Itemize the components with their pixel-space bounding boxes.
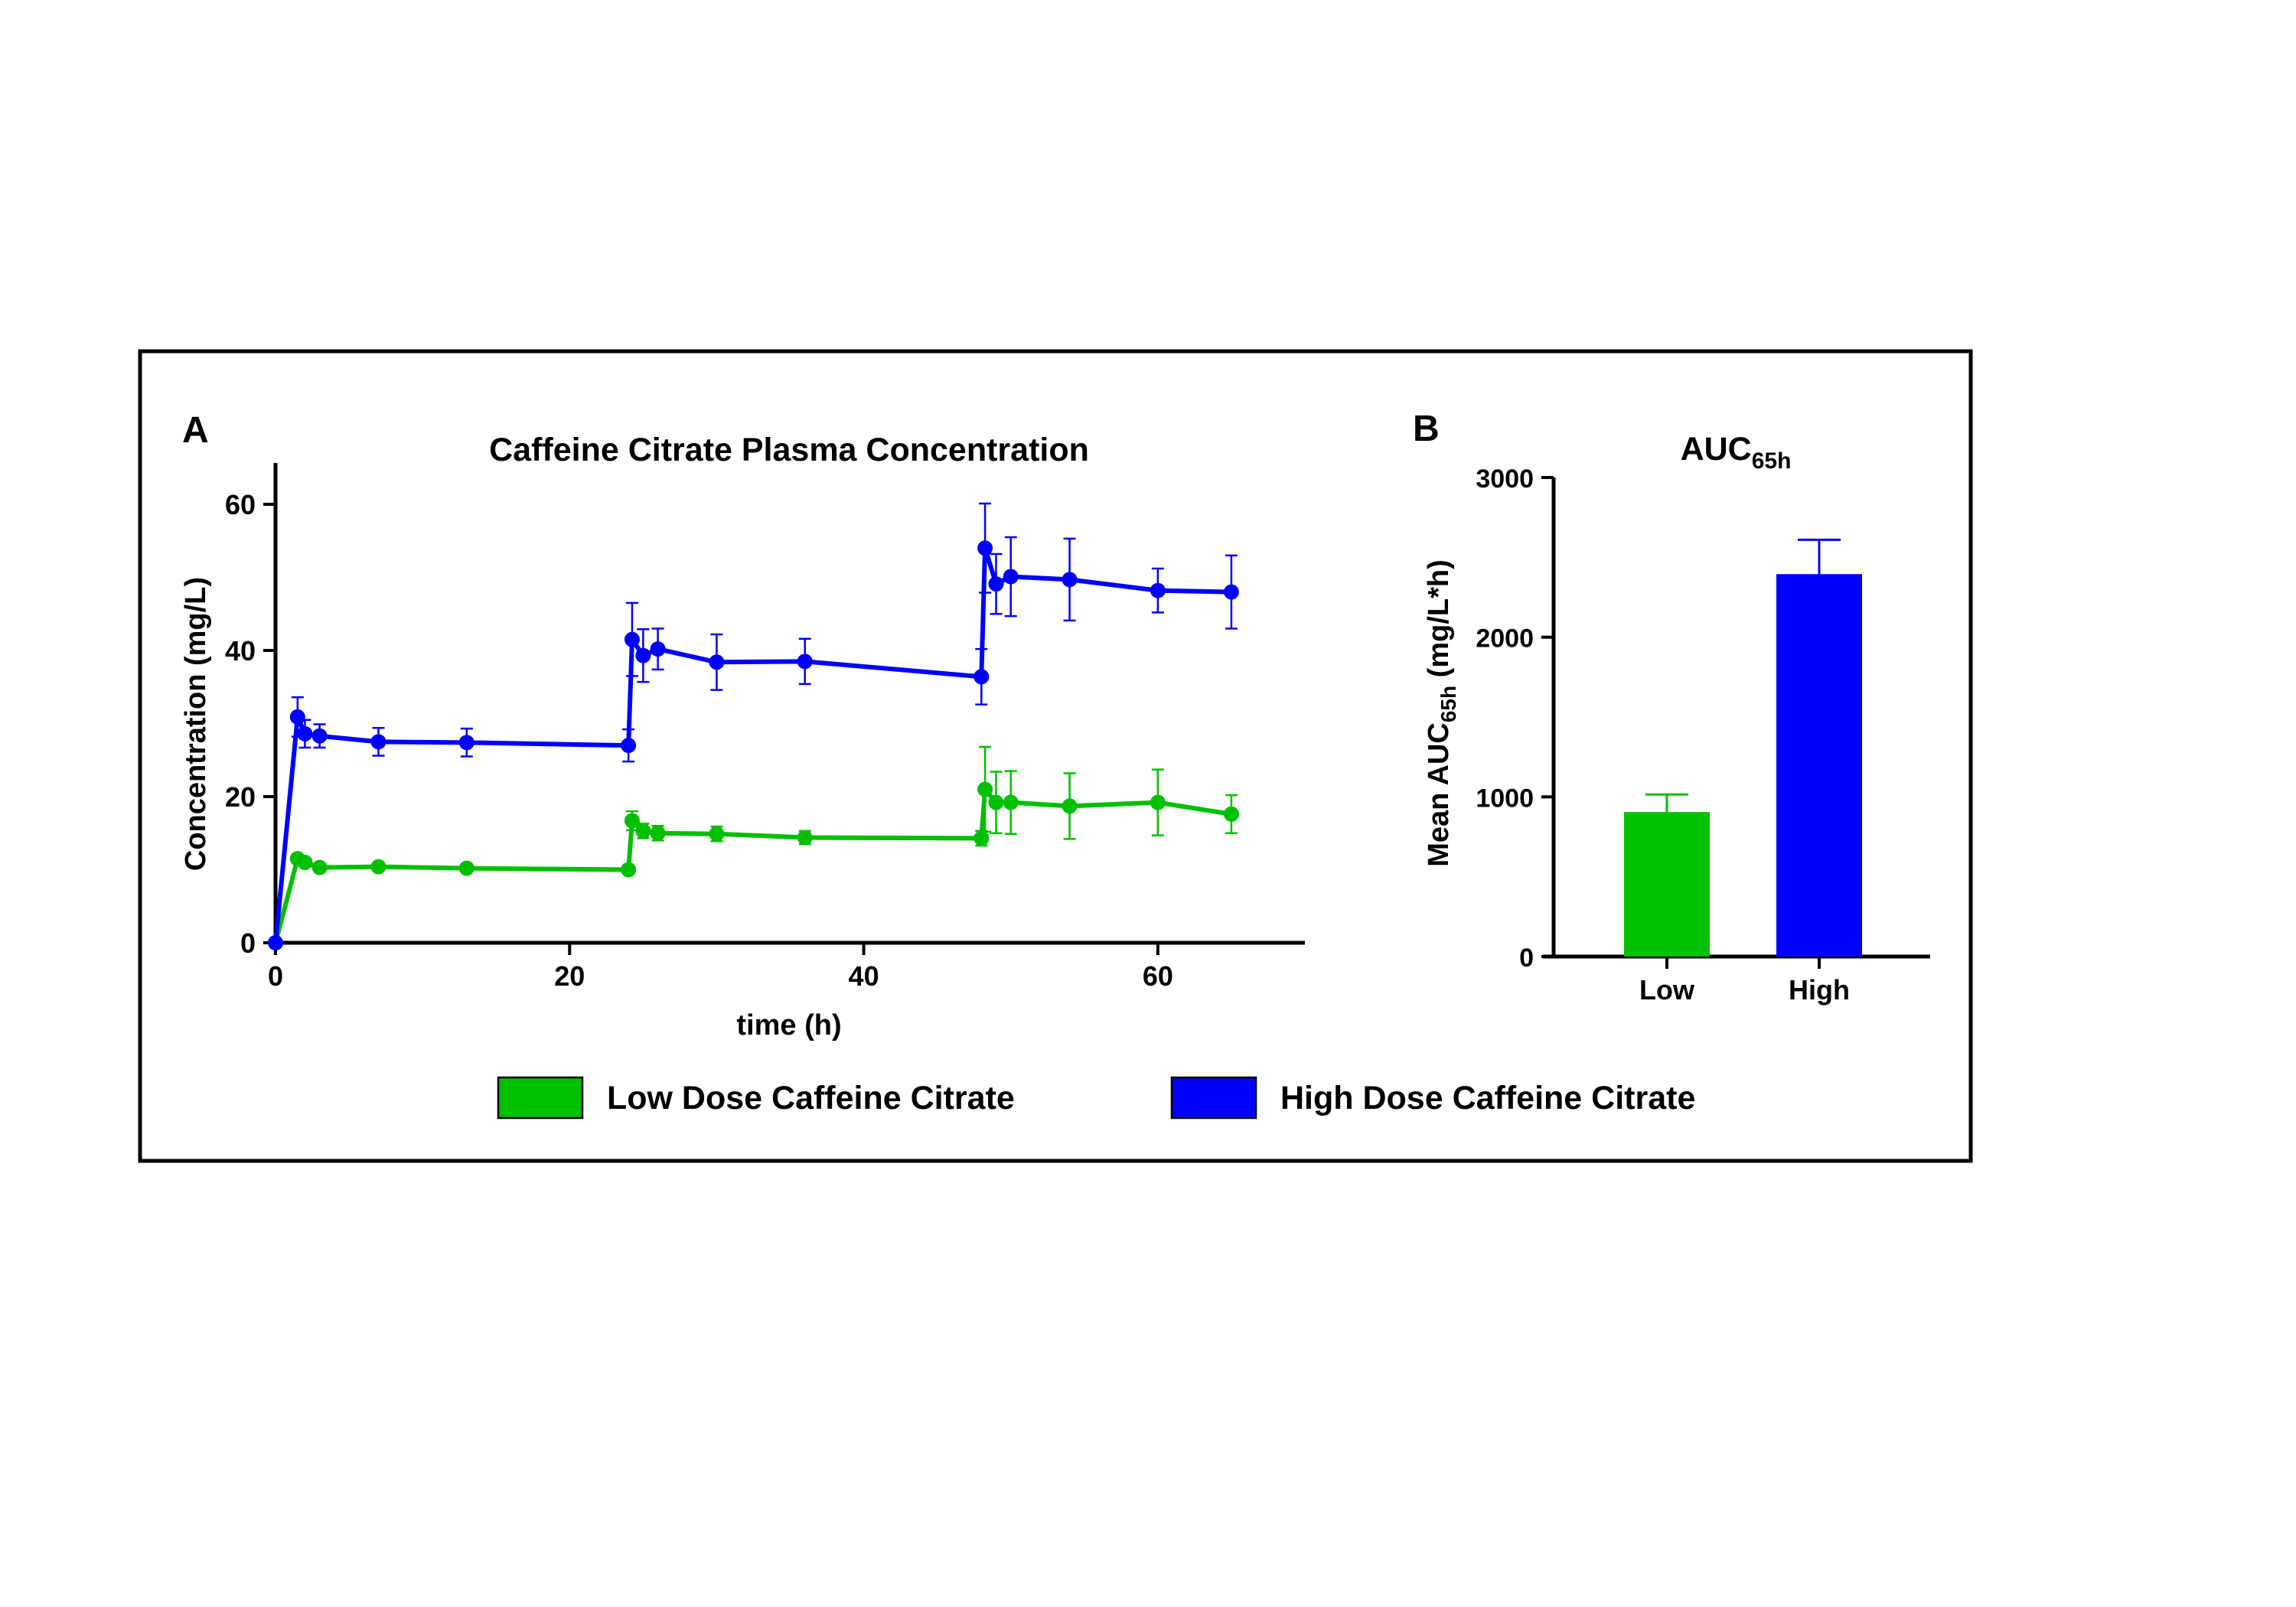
- bar-chart-ticks: 0 1000 2000 3000 Low High: [1476, 464, 1850, 1006]
- legend-item-low-dose: Low Dose Caffeine Citrate: [497, 1076, 1015, 1120]
- data-point: [1223, 806, 1239, 822]
- bar-chart-y-tick-label: 1000: [1476, 784, 1534, 813]
- line-chart-title: Caffeine Citrate Plasma Concentration: [489, 432, 1089, 468]
- data-point: [635, 647, 651, 663]
- series-line: [273, 546, 1231, 944]
- data-point: [624, 813, 640, 829]
- data-point: [988, 576, 1004, 592]
- legend-swatch-low-dose: [497, 1076, 584, 1120]
- data-point: [977, 540, 993, 556]
- line-chart-y-tick-label: 20: [225, 781, 256, 813]
- bar-chart-y-axis-label: Mean AUC65h (mg/L*h): [1423, 559, 1460, 867]
- legend: Low Dose Caffeine Citrate High Dose Caff…: [497, 1076, 1695, 1120]
- data-point: [289, 709, 305, 725]
- bar-chart-y-tick-label: 0: [1519, 944, 1534, 973]
- data-point: [1003, 794, 1019, 810]
- bar-chart-title: AUC65h: [1681, 431, 1792, 474]
- data-point: [297, 854, 313, 870]
- bar-chart-y-tick-label: 3000: [1476, 464, 1534, 494]
- line-series-high-dose: [268, 502, 1239, 950]
- bar-chart-y-tick-label: 2000: [1476, 624, 1534, 654]
- line-chart-y-tick-label: 40: [225, 635, 256, 667]
- line-series-low-dose: [268, 745, 1239, 950]
- data-point: [797, 830, 813, 846]
- data-point: [1223, 584, 1239, 600]
- bar-chart-x-tick-label: Low: [1639, 974, 1695, 1006]
- data-point: [1150, 582, 1166, 598]
- data-point: [1003, 569, 1019, 585]
- line-chart-x-axis-label: time (h): [736, 1009, 841, 1041]
- data-point: [977, 781, 993, 797]
- data-point: [974, 669, 990, 685]
- line-chart-y-tick-label: 60: [225, 489, 256, 520]
- line-chart-series: [268, 502, 1239, 950]
- bar-chart-x-tick-label: High: [1789, 974, 1850, 1006]
- series-line: [273, 787, 1232, 944]
- data-point: [311, 859, 328, 875]
- data-point: [650, 825, 666, 841]
- line-chart-x-tick-label: 40: [849, 960, 879, 992]
- legend-swatch-high-dose: [1170, 1076, 1257, 1120]
- line-chart-x-tick-label: 0: [268, 960, 283, 992]
- legend-label-high-dose: High Dose Caffeine Citrate: [1280, 1080, 1695, 1116]
- panel-a-label: A: [182, 410, 209, 451]
- bar-chart-y-axis-label-subscript: 65h: [1437, 686, 1460, 722]
- data-point: [297, 725, 313, 742]
- legend-item-high-dose: High Dose Caffeine Citrate: [1170, 1076, 1695, 1120]
- data-point: [624, 631, 640, 647]
- data-point: [988, 794, 1004, 810]
- data-point: [370, 859, 386, 875]
- bar-chart-y-axis-label-main: Mean AUC: [1423, 722, 1455, 867]
- data-point: [709, 826, 725, 842]
- bar-chart-bars: [1624, 538, 1862, 957]
- bar-chart-y-axis-label-unit: (mg/L*h): [1423, 559, 1455, 686]
- bar-chart-axes: [1543, 478, 1930, 959]
- line-chart-axes: [273, 463, 1305, 945]
- data-point: [1150, 794, 1166, 810]
- data-point: [1062, 572, 1078, 588]
- line-chart-x-tick-label: 60: [1143, 960, 1173, 992]
- data-point: [709, 654, 725, 670]
- data-point: [621, 738, 637, 754]
- line-chart: Caffeine Citrate Plasma Concentration 0 2…: [180, 432, 1305, 1041]
- bar-chart-title-subscript: 65h: [1752, 448, 1792, 474]
- data-point: [621, 862, 637, 878]
- data-point: [650, 641, 666, 657]
- data-point: [268, 935, 283, 950]
- data-point: [974, 830, 990, 846]
- bar-high: [1776, 574, 1862, 957]
- line-chart-y-axis-label: Concentration (mg/L): [180, 577, 212, 871]
- data-point: [311, 728, 328, 744]
- line-chart-ticks: 0 20 40 60 0 20 40 60: [225, 489, 1173, 992]
- data-point: [458, 735, 475, 751]
- data-point: [797, 654, 813, 670]
- figure-frame: [138, 349, 1973, 1163]
- line-chart-x-tick-label: 20: [554, 960, 585, 992]
- data-point: [458, 860, 475, 876]
- legend-label-low-dose: Low Dose Caffeine Citrate: [607, 1080, 1015, 1116]
- data-point: [1062, 798, 1078, 814]
- line-chart-y-tick-label: 0: [240, 927, 256, 959]
- data-point: [370, 734, 386, 750]
- data-point: [635, 823, 651, 839]
- panel-b-label: B: [1413, 409, 1440, 449]
- bar-low: [1624, 812, 1710, 957]
- bar-chart-title-main: AUC: [1681, 431, 1752, 468]
